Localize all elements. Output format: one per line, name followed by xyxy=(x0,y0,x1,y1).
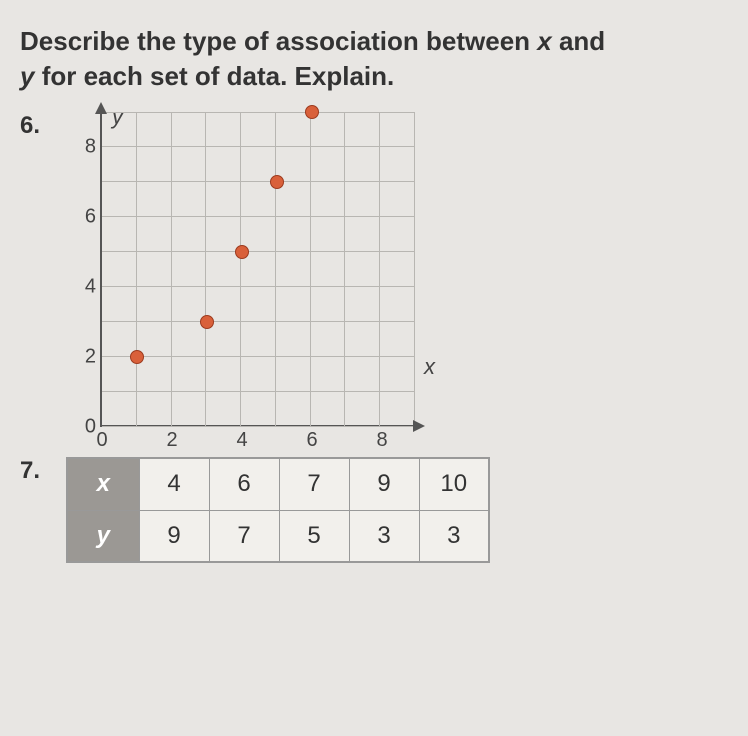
scatter-point xyxy=(200,315,214,329)
x-axis-arrow-icon xyxy=(413,420,425,432)
prompt-text-2: and xyxy=(552,26,605,56)
problem-7: 7. x 4 6 7 9 10 y 9 7 5 3 3 xyxy=(20,457,728,563)
row-header-x: x xyxy=(67,458,139,510)
problem-6: 6. y 0246802468 x xyxy=(20,112,728,427)
y-tick-label: 4 xyxy=(85,276,96,299)
data-table: x 4 6 7 9 10 y 9 7 5 3 3 xyxy=(66,457,490,563)
x-axis-label: x xyxy=(424,354,435,380)
row-header-y: y xyxy=(67,510,139,562)
table-cell: 10 xyxy=(419,458,489,510)
table-cell: 7 xyxy=(279,458,349,510)
table-cell: 7 xyxy=(209,510,279,562)
y-tick-label: 0 xyxy=(85,416,96,439)
prompt-var-y: y xyxy=(20,61,34,91)
table-cell: 3 xyxy=(419,510,489,562)
x-tick-label: 2 xyxy=(166,429,177,452)
prompt-var-x: x xyxy=(537,26,551,56)
table-cell: 9 xyxy=(139,510,209,562)
chart-grid: 0246802468 xyxy=(100,112,415,427)
y-axis-arrow-icon xyxy=(95,102,107,114)
x-tick-label: 4 xyxy=(236,429,247,452)
scatter-chart: y 0246802468 x xyxy=(66,112,415,427)
question-prompt: Describe the type of association between… xyxy=(20,24,728,94)
table-row: y 9 7 5 3 3 xyxy=(67,510,489,562)
table-cell: 3 xyxy=(349,510,419,562)
x-tick-label: 8 xyxy=(376,429,387,452)
scatter-point xyxy=(235,245,249,259)
problem-number-7: 7. xyxy=(20,457,54,485)
x-tick-label: 0 xyxy=(96,429,107,452)
table-cell: 5 xyxy=(279,510,349,562)
scatter-point xyxy=(270,175,284,189)
y-tick-label: 6 xyxy=(85,206,96,229)
prompt-text-3: for each set of data. Explain. xyxy=(34,61,394,91)
x-tick-label: 6 xyxy=(306,429,317,452)
table-cell: 6 xyxy=(209,458,279,510)
table-cell: 4 xyxy=(139,458,209,510)
table-cell: 9 xyxy=(349,458,419,510)
y-tick-label: 2 xyxy=(85,346,96,369)
y-tick-label: 8 xyxy=(85,136,96,159)
scatter-point xyxy=(305,105,319,119)
prompt-text-1: Describe the type of association between xyxy=(20,26,537,56)
scatter-point xyxy=(130,350,144,364)
problem-number-6: 6. xyxy=(20,112,54,140)
table-row: x 4 6 7 9 10 xyxy=(67,458,489,510)
